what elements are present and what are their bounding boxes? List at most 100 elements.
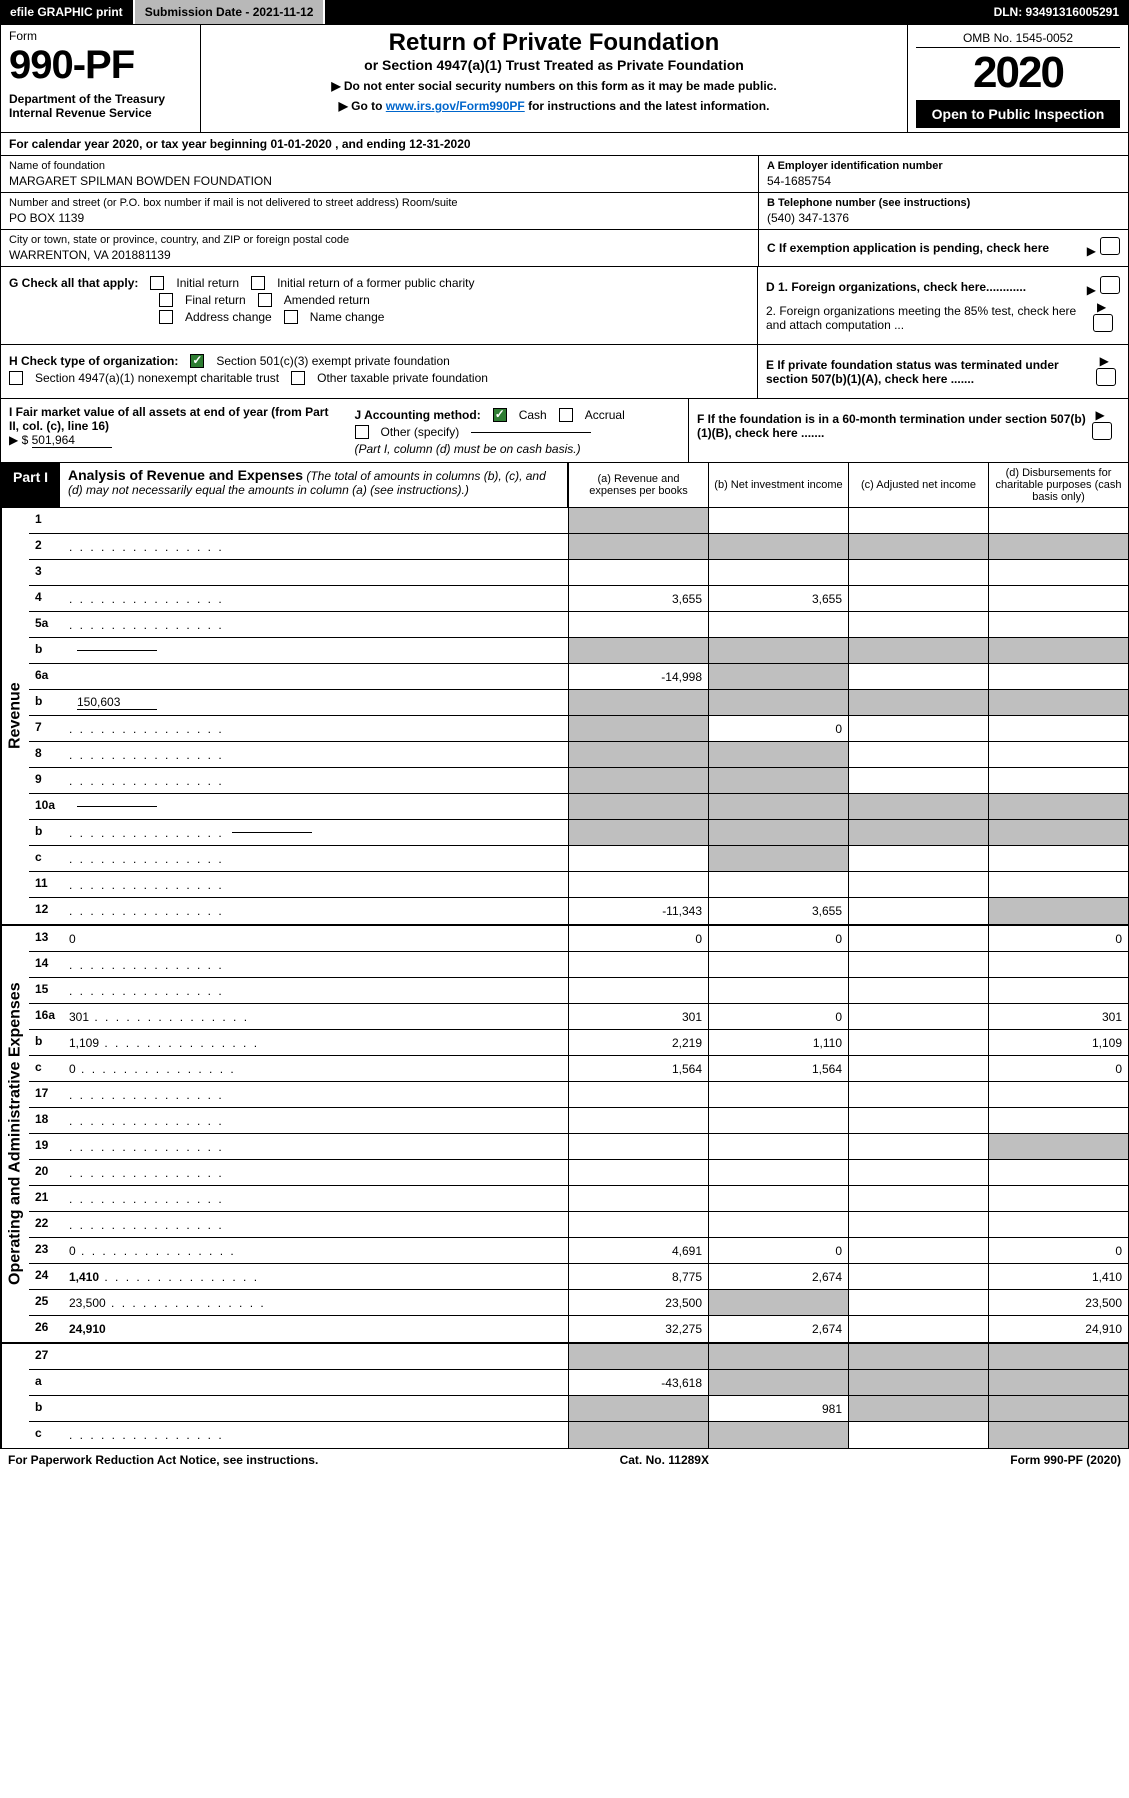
g-lead: G Check all that apply: — [9, 276, 138, 290]
line-row: 2624,91032,2752,67424,910 — [29, 1316, 1128, 1342]
line-desc — [65, 1186, 568, 1211]
g-name-label: Name change — [310, 310, 385, 324]
cell-col-b: 0 — [708, 926, 848, 951]
line-desc — [65, 508, 568, 533]
cell-col-b: 1,110 — [708, 1030, 848, 1055]
cell-col-a: 0 — [568, 926, 708, 951]
line-desc — [65, 872, 568, 897]
h-501c3-checkbox[interactable] — [190, 354, 204, 368]
line-desc — [65, 742, 568, 767]
cell-col-c — [848, 1344, 988, 1369]
d2-checkbox[interactable] — [1093, 314, 1113, 332]
cell-col-b: 1,564 — [708, 1056, 848, 1081]
cell-col-c — [848, 534, 988, 559]
d-section: D 1. Foreign organizations, check here..… — [758, 267, 1128, 344]
cell-col-d — [988, 898, 1128, 924]
cell-col-a — [568, 508, 708, 533]
cell-col-b — [708, 742, 848, 767]
cell-col-a — [568, 1212, 708, 1237]
cell-col-c — [848, 1238, 988, 1263]
year-col: OMB No. 1545-0052 2020 Open to Public In… — [908, 25, 1128, 132]
col-b-header: (b) Net investment income — [708, 463, 848, 507]
cell-col-c — [848, 1160, 988, 1185]
instr-post: for instructions and the latest informat… — [525, 99, 770, 113]
cell-col-c — [848, 1264, 988, 1289]
line-row: 1 — [29, 508, 1128, 534]
line-number: c — [29, 1056, 65, 1081]
cell-col-b — [708, 664, 848, 689]
j-other-label: Other (specify) — [381, 425, 460, 439]
cell-col-a: 23,500 — [568, 1290, 708, 1315]
j-other-checkbox[interactable] — [355, 425, 369, 439]
cell-col-c — [848, 1108, 988, 1133]
efile-graphic[interactable]: efile GRAPHIC print — [0, 0, 135, 24]
form-number: 990-PF — [9, 43, 192, 88]
line-desc: 1,109 — [65, 1030, 568, 1055]
phone-cell: B Telephone number (see instructions) (5… — [759, 193, 1128, 230]
line-number: b — [29, 638, 65, 663]
line-row: 6a-14,998 — [29, 664, 1128, 690]
c-pending-checkbox[interactable] — [1100, 237, 1120, 255]
h-section: H Check type of organization: Section 50… — [1, 345, 758, 398]
g-final-label: Final return — [185, 293, 246, 307]
g-name-checkbox[interactable] — [284, 310, 298, 324]
omb-number: OMB No. 1545-0052 — [916, 29, 1120, 48]
g-amended-checkbox[interactable] — [258, 293, 272, 307]
line-desc: 0 — [65, 1056, 568, 1081]
cell-col-d — [988, 768, 1128, 793]
cell-col-c — [848, 1316, 988, 1342]
g-final-checkbox[interactable] — [159, 293, 173, 307]
line-number: 27 — [29, 1344, 65, 1369]
f-checkbox[interactable] — [1092, 422, 1112, 440]
cell-col-d — [988, 1108, 1128, 1133]
h-other-checkbox[interactable] — [291, 371, 305, 385]
cell-col-d — [988, 1422, 1128, 1448]
c-pending-label: C If exemption application is pending, c… — [767, 241, 1049, 255]
cell-col-a: 301 — [568, 1004, 708, 1029]
line-number: 22 — [29, 1212, 65, 1237]
f-label: F If the foundation is in a 60-month ter… — [697, 412, 1092, 440]
g-initial-former-checkbox[interactable] — [251, 276, 265, 290]
line-row: 10a — [29, 794, 1128, 820]
line-row: 14 — [29, 952, 1128, 978]
cell-col-d — [988, 716, 1128, 741]
line-row: 17 — [29, 1082, 1128, 1108]
g-address-checkbox[interactable] — [159, 310, 173, 324]
part1-header: Part I Analysis of Revenue and Expenses … — [1, 463, 1128, 508]
cell-col-d — [988, 794, 1128, 819]
line-row: 19 — [29, 1134, 1128, 1160]
line-desc: 24,910 — [65, 1316, 568, 1342]
line-desc — [65, 768, 568, 793]
cell-col-c — [848, 768, 988, 793]
j-accrual-checkbox[interactable] — [559, 408, 573, 422]
cell-col-b: 2,674 — [708, 1316, 848, 1342]
phone-label: B Telephone number (see instructions) — [767, 197, 1120, 209]
line-row: 15 — [29, 978, 1128, 1004]
col-d-header: (d) Disbursements for charitable purpose… — [988, 463, 1128, 507]
cell-col-d — [988, 664, 1128, 689]
line-number: 8 — [29, 742, 65, 767]
cell-col-b — [708, 1082, 848, 1107]
d1-checkbox[interactable] — [1100, 276, 1120, 294]
e-checkbox[interactable] — [1096, 368, 1116, 386]
cell-col-a: -14,998 — [568, 664, 708, 689]
cell-col-c — [848, 690, 988, 715]
cell-col-b — [708, 1344, 848, 1369]
line-row: 8 — [29, 742, 1128, 768]
form-frame: Form 990-PF Department of the Treasury I… — [0, 24, 1129, 1449]
line-desc: 0 — [65, 1238, 568, 1263]
h-4947-checkbox[interactable] — [9, 371, 23, 385]
line-number: 2 — [29, 534, 65, 559]
j-cash-checkbox[interactable] — [493, 408, 507, 422]
cell-col-c — [848, 926, 988, 951]
line-row: b — [29, 820, 1128, 846]
form990pf-link[interactable]: www.irs.gov/Form990PF — [386, 99, 525, 113]
line-row: 16a3013010301 — [29, 1004, 1128, 1030]
cell-col-d — [988, 742, 1128, 767]
line-number: b — [29, 690, 65, 715]
dept-treasury: Department of the Treasury Internal Reve… — [9, 92, 192, 120]
line-number: 24 — [29, 1264, 65, 1289]
g-initial-checkbox[interactable] — [150, 276, 164, 290]
cell-col-b — [708, 794, 848, 819]
revenue-vlabel: Revenue — [1, 508, 29, 924]
